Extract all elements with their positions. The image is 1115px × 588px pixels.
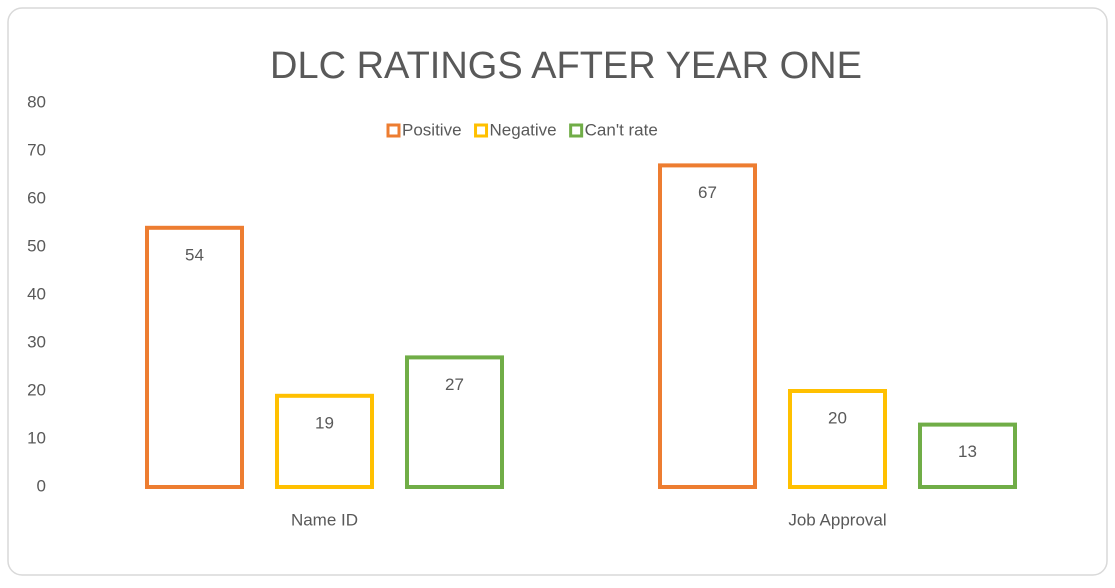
legend-label: Positive	[402, 120, 462, 139]
legend-label: Can't rate	[585, 120, 658, 139]
legend-swatch	[386, 123, 401, 138]
y-tick-label: 70	[27, 140, 46, 159]
y-tick-label: 10	[27, 428, 46, 447]
y-tick-label: 20	[27, 380, 46, 399]
legend-swatch	[474, 123, 489, 138]
y-tick-label: 50	[27, 236, 46, 255]
data-label: 20	[828, 408, 847, 427]
legend-label: Negative	[490, 120, 557, 139]
bar	[275, 393, 374, 489]
x-tick-label: Job Approval	[788, 510, 886, 529]
y-tick-label: 40	[27, 284, 46, 303]
legend-swatch	[569, 123, 584, 138]
bar	[788, 389, 887, 489]
y-tick-label: 0	[37, 476, 46, 495]
data-label: 13	[958, 442, 977, 461]
y-tick-label: 80	[27, 92, 46, 111]
x-tick-label: Name ID	[291, 510, 358, 529]
bar	[405, 355, 504, 489]
bar	[918, 422, 1017, 490]
y-tick-label: 30	[27, 332, 46, 351]
bar	[145, 225, 244, 490]
y-tick-label: 60	[27, 188, 46, 207]
bar	[658, 163, 757, 489]
chart-title: DLC RATINGS AFTER YEAR ONE	[270, 45, 862, 87]
data-label: 67	[698, 183, 717, 202]
data-label: 54	[185, 245, 204, 264]
data-label: 27	[445, 375, 464, 394]
data-label: 19	[315, 413, 334, 432]
